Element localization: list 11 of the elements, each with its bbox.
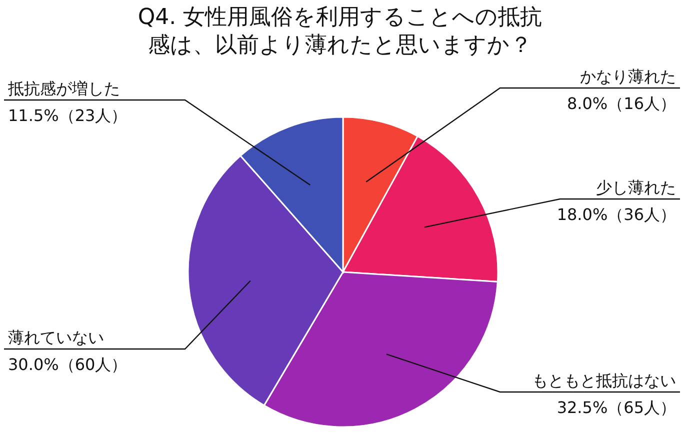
data-label: 32.5%（65人） bbox=[556, 398, 676, 417]
slice-label: 薄れていない bbox=[8, 328, 104, 347]
slice-label: もともと抵抗はない bbox=[532, 371, 676, 390]
data-label: 30.0%（60人） bbox=[8, 355, 128, 374]
slice-label: 抵抗感が増した bbox=[7, 79, 120, 98]
data-label: 11.5%（23人） bbox=[8, 106, 128, 125]
slice-label: かなり薄れた bbox=[580, 67, 676, 86]
slice-label: 少し薄れた bbox=[596, 178, 676, 197]
chart-title: Q4. 女性用風俗を利用することへの抵抗感は、以前より薄れたと思いますか？ bbox=[136, 4, 544, 60]
data-label: 18.0%（36人） bbox=[556, 205, 676, 224]
data-label: 8.0%（16人） bbox=[566, 94, 676, 113]
